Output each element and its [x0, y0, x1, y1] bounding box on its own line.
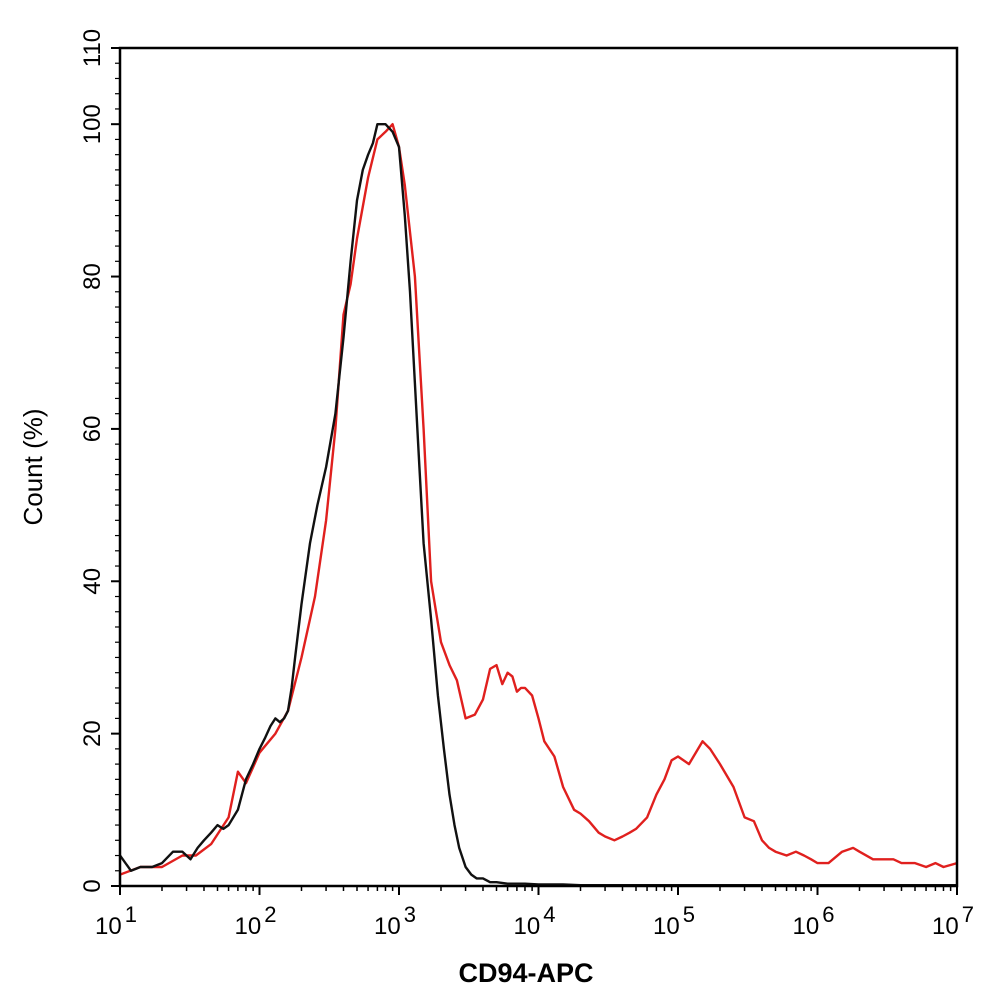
- y-tick-label: 40: [79, 568, 106, 595]
- x-axis-title: CD94-APC: [458, 958, 593, 988]
- series-line-2: [120, 123, 957, 886]
- series-line-1: [120, 123, 957, 876]
- x-tick-label: 10 6: [793, 902, 835, 940]
- y-tick-label: 0: [79, 879, 106, 892]
- x-axis: 10 1 10 2 10 3 10 4 10 5 10 6 10 7: [95, 886, 974, 940]
- x-tick-label: 10 2: [235, 902, 277, 940]
- series-layer: [120, 123, 957, 886]
- y-tick-label: 60: [79, 416, 106, 443]
- x-tick-label: 10 1: [95, 902, 137, 940]
- y-tick-label: 80: [79, 263, 106, 290]
- x-tick-label: 10 5: [653, 902, 695, 940]
- y-axis-title: Count (%): [18, 408, 48, 525]
- plot-frame: [118, 46, 959, 888]
- y-tick-label: 100: [79, 104, 106, 144]
- y-tick-label: 20: [79, 720, 106, 747]
- y-tick-label: 110: [79, 29, 106, 67]
- x-tick-label: 10 7: [932, 902, 974, 940]
- x-tick-label: 10 4: [514, 902, 556, 940]
- y-axis: 0 20 40 60 80 100 110: [79, 29, 120, 893]
- x-tick-label: 10 3: [374, 902, 416, 940]
